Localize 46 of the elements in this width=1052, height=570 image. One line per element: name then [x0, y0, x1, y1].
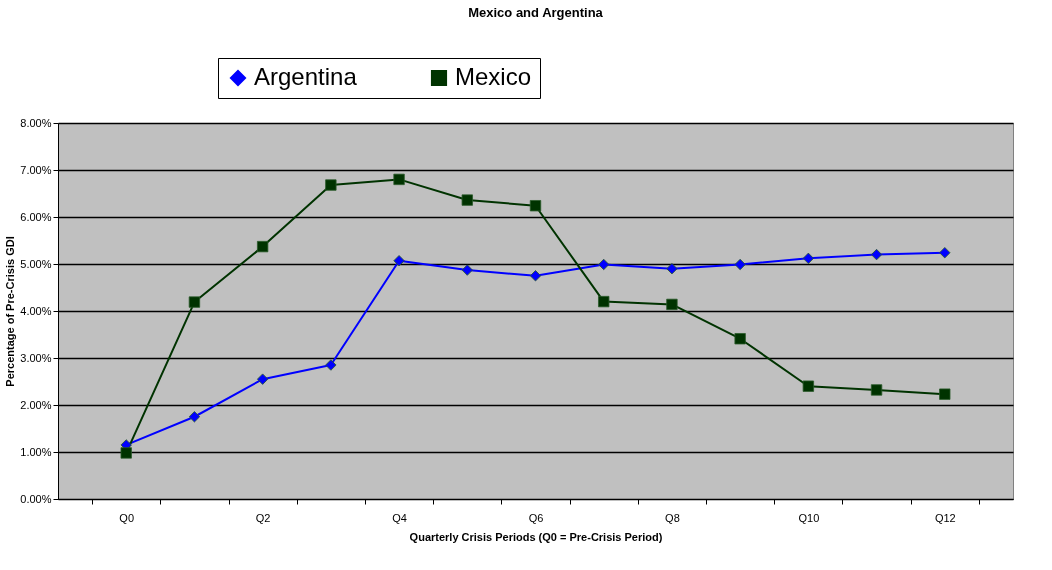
point — [120, 447, 132, 459]
chart-title: Mexico and Argentina — [468, 4, 604, 20]
point — [257, 240, 269, 253]
x-tick-label: Q2 — [255, 511, 271, 524]
point — [734, 333, 746, 345]
point — [939, 388, 951, 400]
point — [529, 200, 542, 212]
point — [734, 258, 746, 271]
y-tick-label: 8.00% — [20, 116, 52, 129]
y-tick-label: 0.00% — [20, 492, 52, 505]
point — [870, 248, 883, 261]
y-tick-label: 3.00% — [20, 351, 52, 364]
point — [666, 298, 678, 311]
point — [802, 380, 814, 392]
point — [598, 295, 610, 308]
point — [666, 263, 678, 275]
y-tick-label: 6.00% — [20, 210, 52, 223]
x-tick-label: Q0 — [119, 511, 135, 524]
point — [461, 194, 473, 206]
point — [802, 252, 814, 264]
x-tick-label: Q6 — [528, 511, 544, 524]
point — [461, 264, 473, 276]
y-tick-label: 5.00% — [20, 257, 52, 270]
point — [870, 384, 883, 396]
point — [188, 296, 201, 308]
x-tick-label: Q10 — [798, 511, 820, 524]
point — [529, 270, 542, 282]
x-tick-label: Q12 — [934, 511, 956, 524]
point — [393, 255, 405, 267]
y-axis-title: Percentage of Pre-Crisis GDI — [4, 236, 17, 387]
point — [325, 179, 337, 191]
point — [325, 359, 337, 371]
y-tick-label: 2.00% — [20, 398, 52, 411]
y-tick-label: 4.00% — [20, 304, 52, 317]
x-tick-label: Q4 — [392, 511, 407, 524]
x-tick-label: Q8 — [665, 511, 680, 524]
legend-label: Argentina — [254, 63, 358, 90]
point — [393, 173, 405, 186]
x-axis-title: Quarterly Crisis Periods (Q0 = Pre-Crisis Period) — [409, 530, 663, 543]
y-tick-label: 7.00% — [20, 163, 52, 176]
point — [598, 258, 610, 271]
point — [257, 373, 269, 385]
point — [939, 247, 951, 259]
point — [188, 411, 201, 423]
y-tick-label: 1.00% — [20, 445, 52, 458]
legend-label: Mexico — [455, 63, 532, 90]
